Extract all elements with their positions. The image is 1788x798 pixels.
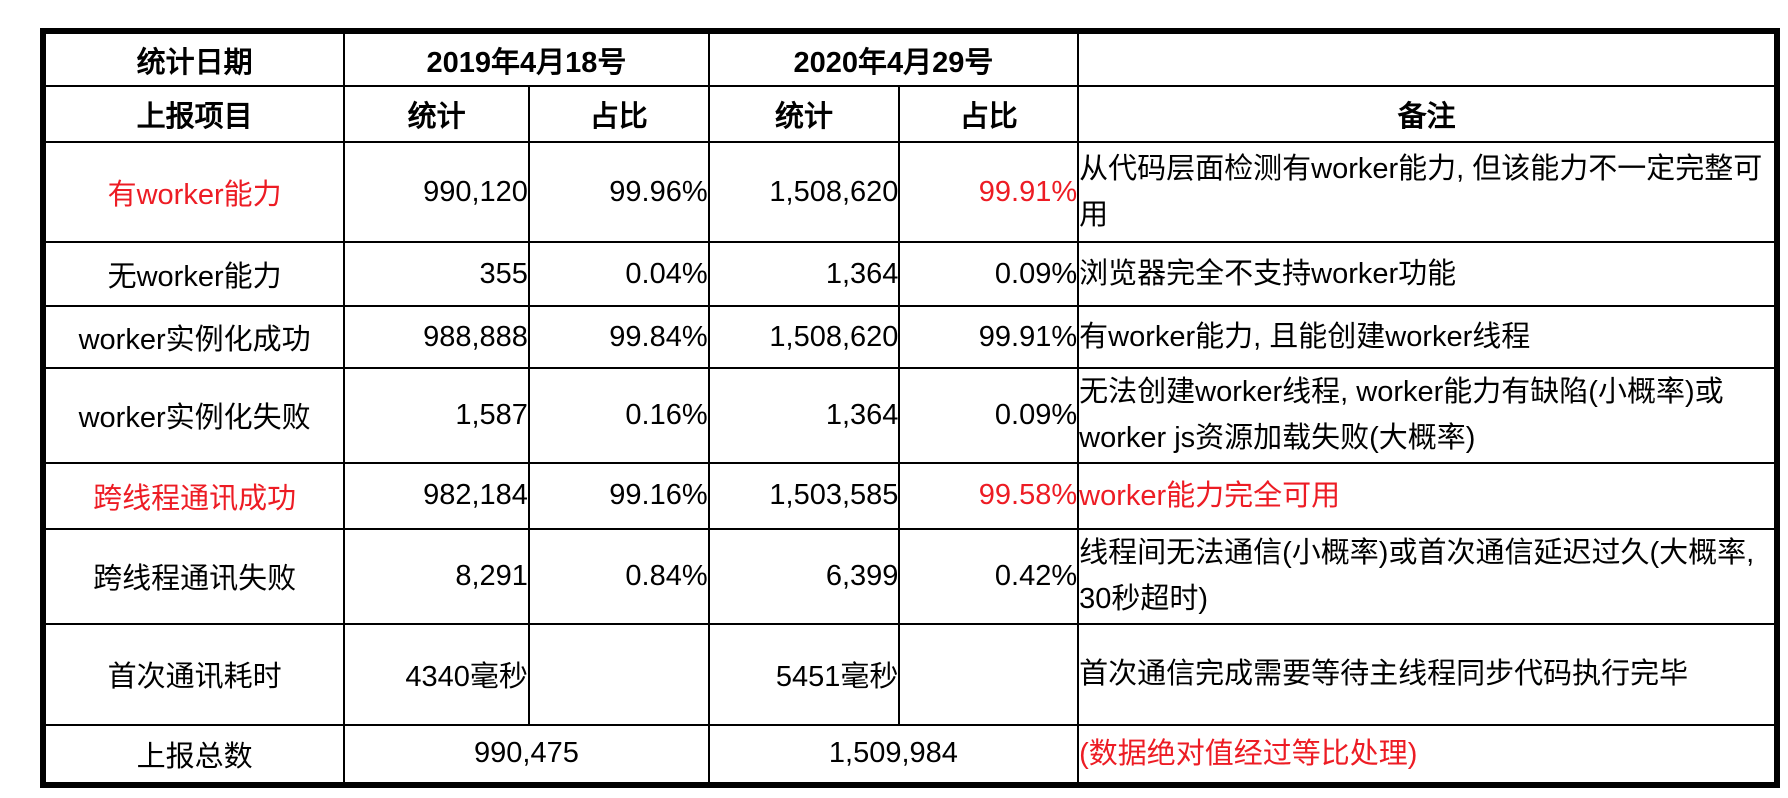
stat-2019-cell: 988,888 [343, 305, 530, 369]
stat-2019-cell: 990,120 [343, 141, 530, 243]
stat-2020-header: 统计 [707, 85, 901, 143]
table-row-has-worker: 有worker能力 990,120 99.96% 1,508,620 99.91… [41, 141, 1778, 243]
row-label: worker实例化失败 [41, 367, 346, 464]
ratio-2020-header: 占比 [898, 85, 1080, 143]
date-header-label: 统计日期 [41, 30, 346, 87]
ratio-2020-cell: 99.91% [898, 141, 1080, 243]
total-2019-cell: 990,475 [343, 723, 710, 786]
header-row-dates: 统计日期 2019年4月18号 2020年4月29号 [41, 30, 1778, 87]
row-label: 无worker能力 [41, 241, 346, 307]
ratio-2020-cell: 0.42% [898, 527, 1080, 625]
ratio-2019-cell: 0.16% [527, 367, 710, 464]
ratio-2019-header: 占比 [527, 85, 710, 143]
stat-2020-cell: 1,508,620 [707, 305, 901, 369]
date-2020-header: 2020年4月29号 [707, 30, 1080, 87]
stat-2019-cell: 8,291 [343, 527, 530, 625]
table-row-cross-thread-fail: 跨线程通讯失败 8,291 0.84% 6,399 0.42% 线程间无法通信(… [41, 527, 1778, 625]
remark-cell: 首次通信完成需要等待主线程同步代码执行完毕 [1077, 622, 1778, 726]
ratio-2020-cell: 0.09% [898, 241, 1080, 307]
ratio-2020-cell: 0.09% [898, 367, 1080, 464]
ratio-2019-cell: 99.84% [527, 305, 710, 369]
ratio-2019-cell: 0.04% [527, 241, 710, 307]
remark-cell: 从代码层面检测有worker能力, 但该能力不一定完整可用 [1077, 141, 1778, 243]
date-2019-header: 2019年4月18号 [343, 30, 710, 87]
row-label: 首次通讯耗时 [41, 622, 346, 726]
total-2020-cell: 1,509,984 [707, 723, 1080, 786]
remark-cell: worker能力完全可用 [1077, 461, 1778, 530]
table-row-first-comm-time: 首次通讯耗时 4340毫秒 5451毫秒 首次通信完成需要等待主线程同步代码执行… [41, 622, 1778, 726]
row-label: 跨线程通讯失败 [41, 527, 346, 625]
total-remark-cell: (数据绝对值经过等比处理) [1077, 723, 1778, 786]
ratio-2020-cell: 99.91% [898, 305, 1080, 369]
row-label: 跨线程通讯成功 [41, 461, 346, 530]
stat-2020-cell: 1,364 [707, 367, 901, 464]
remark-cell: 浏览器完全不支持worker功能 [1077, 241, 1778, 307]
remark-cell: 线程间无法通信(小概率)或首次通信延迟过久(大概率, 30秒超时) [1077, 527, 1778, 625]
remark-cell: 有worker能力, 且能创建worker线程 [1077, 305, 1778, 369]
ratio-2019-cell: 0.84% [527, 527, 710, 625]
stat-2019-header: 统计 [343, 85, 530, 143]
ratio-2020-cell: 99.58% [898, 461, 1080, 530]
table-row-instantiate-fail: worker实例化失败 1,587 0.16% 1,364 0.09% 无法创建… [41, 367, 1778, 464]
stat-2019-cell: 982,184 [343, 461, 530, 530]
worker-stats-table: 统计日期 2019年4月18号 2020年4月29号 上报项目 统计 占比 统计… [40, 28, 1780, 788]
table-row-no-worker: 无worker能力 355 0.04% 1,364 0.09% 浏览器完全不支持… [41, 241, 1778, 307]
stat-2019-cell: 1,587 [343, 367, 530, 464]
ratio-2019-cell: 99.96% [527, 141, 710, 243]
remark-header-empty-cell [1077, 30, 1778, 87]
remark-header: 备注 [1077, 85, 1778, 143]
stat-2019-cell: 4340毫秒 [343, 622, 530, 726]
item-header-label: 上报项目 [41, 85, 346, 143]
stat-2020-cell: 1,508,620 [707, 141, 901, 243]
ratio-2019-empty-cell [527, 622, 710, 726]
row-label: 有worker能力 [41, 141, 346, 243]
ratio-2020-empty-cell [898, 622, 1080, 726]
stat-2020-cell: 6,399 [707, 527, 901, 625]
ratio-2019-cell: 99.16% [527, 461, 710, 530]
remark-cell: 无法创建worker线程, worker能力有缺陷(小概率)或worker js… [1077, 367, 1778, 464]
stat-2020-cell: 1,364 [707, 241, 901, 307]
stat-2020-cell: 5451毫秒 [707, 622, 901, 726]
total-label: 上报总数 [41, 723, 346, 786]
table-row-instantiate-success: worker实例化成功 988,888 99.84% 1,508,620 99.… [41, 305, 1778, 369]
stat-2020-cell: 1,503,585 [707, 461, 901, 530]
table-row-cross-thread-success: 跨线程通讯成功 982,184 99.16% 1,503,585 99.58% … [41, 461, 1778, 530]
row-label: worker实例化成功 [41, 305, 346, 369]
stat-2019-cell: 355 [343, 241, 530, 307]
table-row-total: 上报总数 990,475 1,509,984 (数据绝对值经过等比处理) [41, 723, 1778, 786]
header-row-columns: 上报项目 统计 占比 统计 占比 备注 [41, 85, 1778, 143]
